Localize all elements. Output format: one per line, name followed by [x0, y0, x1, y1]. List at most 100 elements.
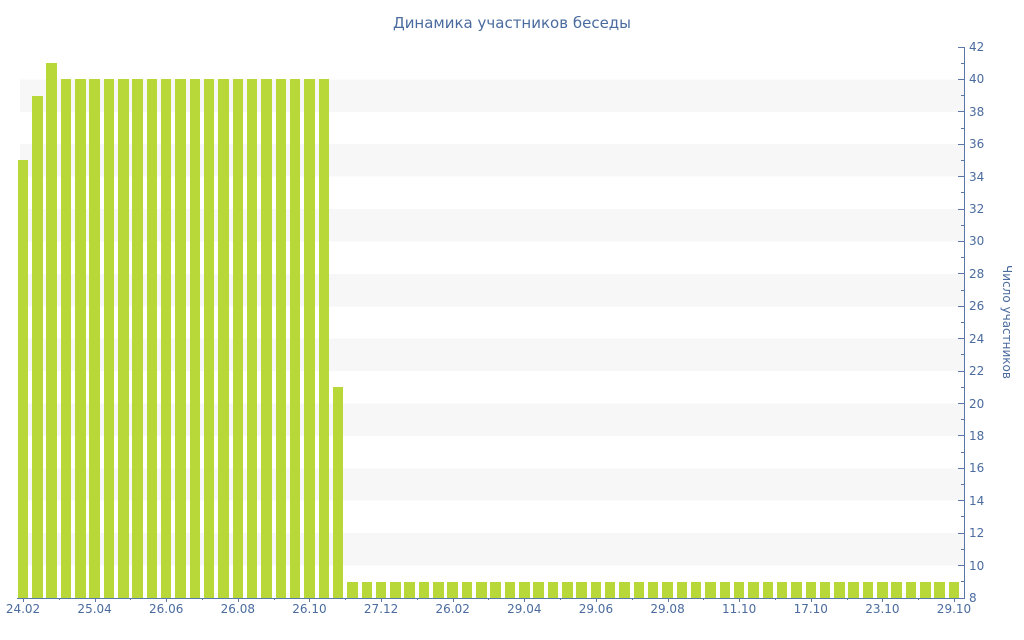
y-major-tick	[958, 435, 964, 437]
y-tick-label: 32	[969, 202, 985, 217]
bar	[318, 79, 330, 598]
bar	[132, 79, 143, 598]
bar	[920, 581, 931, 598]
x-tick-label: 29.06	[578, 602, 614, 616]
bar	[146, 79, 158, 598]
bar	[776, 581, 788, 598]
y-tick-label: 20	[969, 396, 985, 411]
bar	[662, 581, 673, 598]
x-tick-label: 27.12	[363, 602, 399, 616]
y-major-tick	[958, 597, 964, 599]
y-major-tick	[958, 143, 964, 145]
bar	[719, 581, 731, 598]
plot-area: 8 10 12 14 16 18 20 22 24 26 28 30 32 34 36 38 40 42 24.0…	[6, 40, 984, 616]
bar	[189, 79, 201, 598]
y-major-tick	[958, 46, 964, 48]
bar	[877, 581, 888, 598]
y-minor-tick	[961, 257, 964, 259]
bar	[203, 79, 215, 598]
y-tick-label: 40	[969, 72, 985, 87]
x-major-tick	[166, 598, 168, 602]
y-major-tick	[958, 240, 964, 242]
x-tick-label: 26.10	[292, 602, 327, 616]
y-major-tick	[958, 338, 964, 340]
bar	[891, 581, 902, 598]
x-major-tick	[739, 598, 741, 602]
y-tick-label: 22	[969, 364, 985, 379]
x-minor-tick	[416, 598, 418, 600]
x-major-tick	[94, 598, 96, 602]
x-major-tick	[524, 598, 526, 602]
bar	[275, 79, 287, 598]
bar	[118, 79, 129, 598]
y-tick-label: 26	[969, 299, 985, 314]
bar	[948, 581, 960, 598]
bar	[805, 581, 816, 598]
bar	[619, 581, 630, 598]
x-major-tick	[452, 598, 454, 602]
bar	[304, 79, 315, 598]
y-minor-tick	[961, 127, 964, 129]
bar	[447, 581, 458, 598]
bar	[762, 581, 774, 598]
y-major-tick	[958, 208, 964, 210]
bar	[819, 581, 831, 598]
bar	[232, 79, 244, 598]
y-minor-tick	[961, 95, 964, 97]
x-minor-tick	[560, 598, 562, 600]
x-minor-tick	[58, 598, 60, 600]
bar	[676, 581, 688, 598]
bar	[862, 581, 874, 598]
x-minor-tick	[130, 598, 132, 600]
bar	[218, 79, 229, 598]
x-tick-label: 11.10	[721, 602, 757, 616]
bar	[604, 581, 616, 598]
y-tick-label: 34	[969, 169, 985, 184]
bar	[390, 581, 401, 598]
bar	[289, 79, 301, 598]
bar	[347, 581, 358, 598]
bar	[733, 581, 745, 598]
y-minor-tick	[961, 419, 964, 421]
y-minor-tick	[961, 548, 964, 550]
bar	[504, 581, 516, 598]
bar	[562, 581, 573, 598]
y-tick-label: 14	[969, 493, 985, 508]
x-minor-tick	[774, 598, 776, 600]
x-major-tick	[882, 598, 884, 602]
bar	[461, 581, 473, 598]
x-tick-label: 23.10	[865, 602, 900, 616]
bar	[418, 581, 430, 598]
bar	[75, 79, 86, 598]
x-tick-label: 26.08	[220, 602, 256, 616]
x-minor-tick	[703, 598, 705, 600]
y-major-tick	[958, 273, 964, 275]
bar	[60, 79, 72, 598]
y-major-tick	[958, 467, 964, 469]
bar	[576, 581, 587, 598]
bar	[834, 581, 845, 598]
bar	[361, 581, 372, 598]
x-tick-label: 26.06	[149, 602, 184, 616]
x-tick-label: 29.04	[507, 602, 542, 616]
bar	[433, 581, 444, 598]
x-minor-tick	[273, 598, 275, 600]
bar	[519, 581, 530, 598]
bar	[705, 581, 716, 598]
x-major-tick	[23, 598, 24, 602]
x-minor-tick	[488, 598, 490, 600]
bar	[476, 581, 487, 598]
bar	[633, 581, 645, 598]
y-major-tick	[958, 565, 964, 567]
y-minor-tick	[961, 516, 964, 518]
x-major-tick	[667, 598, 669, 602]
x-tick-label: 26.02	[435, 602, 470, 616]
y-tick-label: 8	[969, 591, 977, 605]
x-tick-label: 29.10	[936, 602, 972, 616]
bar	[175, 79, 186, 598]
y-minor-tick	[961, 451, 964, 453]
bar	[246, 79, 258, 598]
x-tick-label: 29.08	[650, 602, 685, 616]
y-minor-tick	[961, 354, 964, 356]
